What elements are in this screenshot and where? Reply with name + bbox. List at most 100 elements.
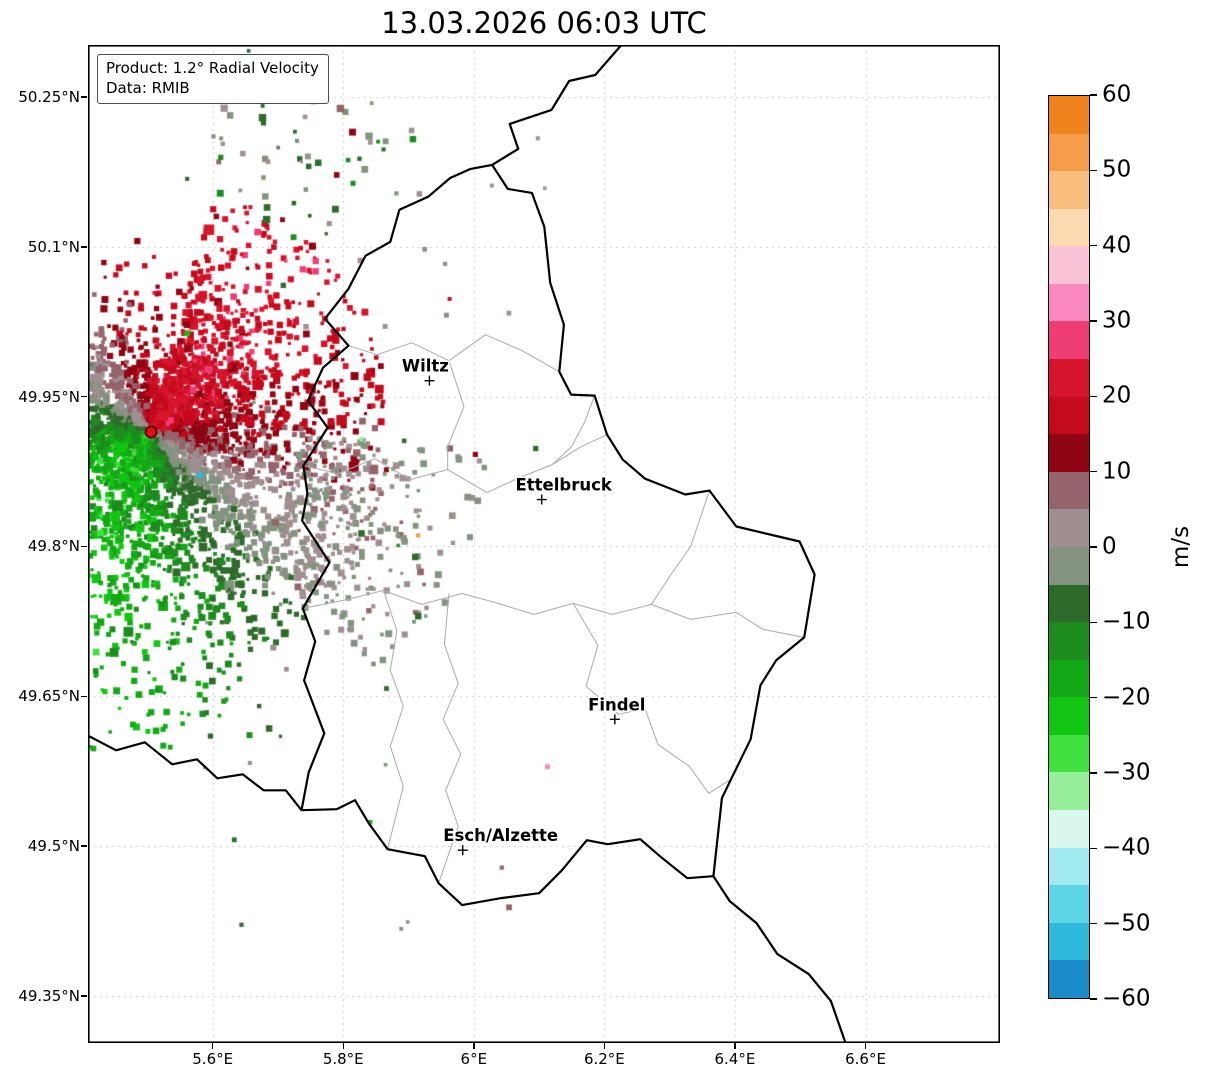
colorbar-segment bbox=[1049, 584, 1089, 623]
x-tick-label: 5.8°E bbox=[322, 1050, 364, 1068]
colorbar-tick-label: −40 bbox=[1102, 834, 1151, 861]
canton-boundary bbox=[438, 593, 462, 884]
city-label: Esch/Alzette bbox=[443, 826, 558, 845]
x-tick-label: 5.6°E bbox=[192, 1050, 234, 1068]
colorbar-segment bbox=[1049, 133, 1089, 172]
colorbar-segment bbox=[1049, 922, 1089, 961]
colorbar-tick-mark bbox=[1090, 847, 1097, 850]
luxembourg-border bbox=[300, 163, 816, 907]
city-esch-alzette: Esch/Alzette bbox=[442, 825, 560, 856]
colorbar-segment bbox=[1049, 960, 1089, 998]
colorbar-tick-label: 20 bbox=[1102, 382, 1132, 409]
colorbar-tick-label: −50 bbox=[1102, 910, 1151, 937]
city-label: Wiltz bbox=[402, 357, 449, 376]
x-tick-mark bbox=[864, 1043, 867, 1049]
y-tick-label: 50.1°N bbox=[27, 237, 80, 256]
city-findel: Findel bbox=[587, 694, 647, 725]
y-tick-label: 49.35°N bbox=[18, 987, 80, 1006]
colorbar-tick-label: 0 bbox=[1102, 533, 1117, 560]
y-tick-mark bbox=[81, 995, 87, 997]
data-source-label: Data: RMIB bbox=[106, 79, 190, 98]
city-plus-marker-icon bbox=[424, 375, 435, 386]
colorbar-tick-label: 10 bbox=[1102, 458, 1132, 485]
canton-boundary bbox=[383, 590, 404, 850]
colorbar-segment bbox=[1049, 396, 1089, 435]
x-tick-mark bbox=[211, 1043, 214, 1049]
colorbar-segment bbox=[1049, 283, 1089, 322]
colorbar-tick-mark bbox=[1090, 998, 1097, 1000]
city-wiltz: Wiltz bbox=[400, 355, 450, 386]
colorbar-segment bbox=[1049, 697, 1089, 735]
x-tick-label: 6.6°E bbox=[845, 1050, 886, 1068]
y-tick-mark bbox=[81, 395, 87, 398]
city-plus-marker-icon bbox=[457, 845, 468, 856]
colorbar-tick-mark bbox=[1090, 470, 1097, 473]
colorbar-tick-mark bbox=[1090, 320, 1097, 322]
y-tick-mark bbox=[81, 695, 87, 698]
city-ettelbruck: Ettelbruck bbox=[514, 474, 614, 505]
colorbar bbox=[1048, 95, 1090, 999]
colorbar-segment bbox=[1049, 885, 1089, 923]
map-plot-area: Wiltz Ettelbruck Findel Esch/Alzette Produc… bbox=[88, 45, 1000, 1043]
colorbar-segment bbox=[1049, 809, 1089, 848]
colorbar-segment bbox=[1049, 321, 1089, 360]
product-info-box: Product: 1.2° Radial Velocity Data: RMIB bbox=[97, 54, 329, 104]
y-tick-mark bbox=[81, 96, 87, 98]
canton-boundary bbox=[348, 334, 560, 373]
colorbar-tick-mark bbox=[1090, 546, 1097, 548]
france-germany-border bbox=[712, 875, 847, 1043]
radar-site-marker bbox=[144, 425, 158, 439]
canton-boundary bbox=[302, 590, 805, 638]
colorbar-tick-label: −30 bbox=[1102, 759, 1151, 786]
radar-velocity-field bbox=[88, 45, 1000, 1043]
city-plus-marker-icon bbox=[536, 494, 547, 505]
colorbar-segment bbox=[1049, 171, 1089, 209]
colorbar-segment bbox=[1049, 772, 1089, 810]
france-belgium-border bbox=[88, 734, 303, 811]
colorbar-segment bbox=[1049, 509, 1089, 547]
city-label: Findel bbox=[588, 695, 645, 714]
city-label: Ettelbruck bbox=[516, 476, 613, 495]
city-plus-marker-icon bbox=[609, 714, 620, 725]
canton-boundary bbox=[572, 603, 732, 794]
map-overlay: Wiltz Ettelbruck Findel Esch/Alzette bbox=[88, 45, 1000, 1043]
x-tick-label: 6.2°E bbox=[583, 1050, 625, 1068]
colorbar-segment bbox=[1049, 208, 1089, 247]
canton-boundary bbox=[303, 434, 608, 494]
colorbar-tick-mark bbox=[1090, 772, 1097, 774]
colorbar-tick-mark bbox=[1090, 621, 1097, 624]
y-tick-mark bbox=[81, 845, 87, 847]
colorbar-segment bbox=[1049, 359, 1089, 397]
colorbar-segment bbox=[1049, 246, 1089, 284]
colorbar-tick-mark bbox=[1090, 94, 1097, 96]
colorbar-tick-label: −20 bbox=[1102, 684, 1151, 711]
y-tick-mark bbox=[81, 545, 87, 548]
y-tick-label: 50.25°N bbox=[18, 87, 80, 106]
y-tick-label: 49.95°N bbox=[18, 387, 80, 406]
x-tick-mark bbox=[734, 1043, 736, 1049]
x-tick-label: 6.4°E bbox=[714, 1050, 756, 1068]
colorbar-tick-label: −60 bbox=[1102, 985, 1151, 1012]
plot-frame bbox=[88, 45, 1000, 1043]
colorbar-segment bbox=[1049, 659, 1089, 698]
colorbar-tick-mark bbox=[1090, 922, 1097, 925]
y-tick-label: 49.5°N bbox=[27, 837, 80, 856]
colorbar-segment bbox=[1049, 471, 1089, 510]
colorbar-tick-label: 40 bbox=[1102, 232, 1132, 259]
colorbar-tick-label: 60 bbox=[1102, 81, 1132, 108]
y-tick-label: 49.8°N bbox=[27, 537, 80, 556]
canton-boundary bbox=[447, 360, 465, 470]
x-tick-mark bbox=[342, 1043, 344, 1049]
colorbar-segment bbox=[1049, 546, 1089, 585]
canton-boundary bbox=[551, 395, 596, 465]
colorbar-tick-label: 50 bbox=[1102, 156, 1132, 183]
colorbar-segment bbox=[1049, 434, 1089, 472]
colorbar-segment bbox=[1049, 847, 1089, 886]
x-tick-mark bbox=[603, 1043, 606, 1049]
colorbar-segment bbox=[1049, 622, 1089, 660]
canton-boundary bbox=[650, 490, 710, 605]
x-tick-mark bbox=[473, 1043, 475, 1049]
colorbar-tick-mark bbox=[1090, 395, 1097, 398]
y-tick-mark bbox=[81, 246, 87, 248]
colorbar-tick-mark bbox=[1090, 244, 1097, 247]
